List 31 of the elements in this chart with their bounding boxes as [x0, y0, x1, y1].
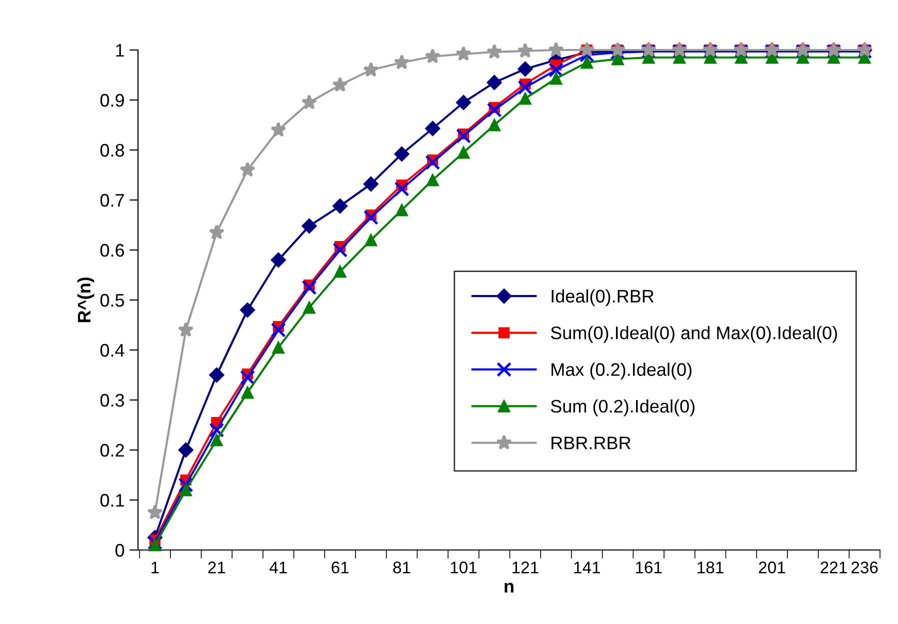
- x-tick-label: 101: [450, 562, 477, 574]
- y-tick-label: 0.3: [100, 394, 124, 407]
- x-tick-label: 221: [820, 562, 847, 574]
- x-tick-label: 81: [393, 562, 410, 574]
- x-tick-label: 41: [269, 562, 287, 574]
- y-tick-label: 0.9: [100, 94, 124, 107]
- y-tick-label: 0.4: [100, 344, 124, 357]
- x-axis-title: n: [504, 582, 514, 593]
- x-tick-label: 61: [332, 562, 349, 574]
- y-tick-label: 0.2: [100, 444, 124, 457]
- x-tick-label: 1: [152, 562, 159, 574]
- x-tick-label: 21: [208, 562, 226, 574]
- y-tick-label: 1: [116, 44, 124, 57]
- x-tick-label: 121: [512, 562, 538, 574]
- y-axis-title: R^(n): [77, 278, 94, 322]
- y-tick-label: 0.7: [100, 194, 124, 207]
- legend-label: Max (0.2).Ideal(0): [552, 362, 692, 380]
- x-tick-label: 161: [636, 562, 662, 574]
- x-tick-label: 141: [574, 562, 600, 574]
- x-tick-label: 201: [758, 562, 786, 574]
- legend-label: RBR.RBR: [552, 436, 631, 450]
- legend-label: Ideal(0).RBR: [552, 289, 654, 306]
- x-tick-label: 236: [852, 562, 878, 574]
- y-tick-label: 0: [115, 544, 124, 557]
- y-tick-label: 0.1: [100, 494, 124, 507]
- y-tick-label: 0.5: [100, 294, 124, 307]
- y-tick-label: 0.6: [100, 244, 124, 257]
- legend-label: Sum (0.2).Ideal(0): [550, 399, 694, 416]
- x-tick-label: 181: [698, 562, 724, 574]
- y-tick-label: 0.8: [100, 144, 124, 157]
- legend-label: Sum(0).Ideal(0) and Max(0).Ideal(0): [550, 326, 837, 343]
